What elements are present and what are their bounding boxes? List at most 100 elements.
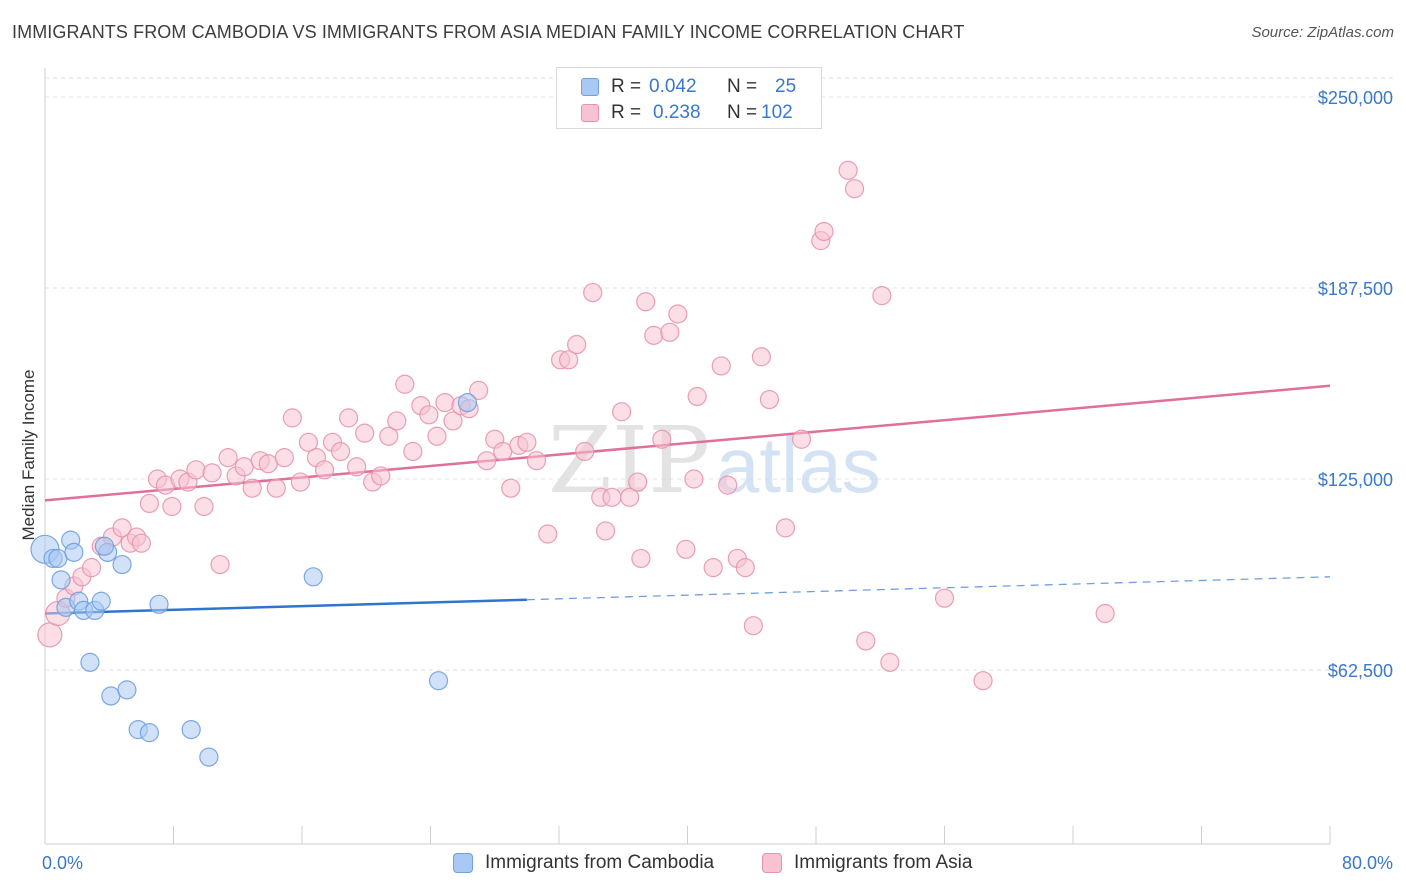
r-value: 0.042 — [649, 76, 697, 97]
asia-point — [395, 374, 415, 394]
asia-point — [880, 652, 900, 672]
r-value: 0.238 — [653, 102, 701, 123]
cambodia-point — [428, 671, 449, 691]
asia-point — [838, 160, 858, 180]
asia-point — [1095, 603, 1115, 624]
stats-legend: R = 0.042 N = 25 R = 0.238 N = 102 — [556, 67, 822, 129]
asia-point — [684, 469, 704, 489]
n-value: 25 — [775, 76, 797, 97]
asia-point — [791, 429, 812, 449]
asia-point — [973, 671, 993, 691]
asia-point — [493, 441, 513, 462]
asia-point — [636, 292, 656, 312]
cambodia-point — [457, 393, 478, 413]
asia-point — [355, 423, 375, 443]
asia-point — [668, 304, 688, 324]
asia-point — [687, 386, 707, 407]
asia-point — [298, 432, 319, 452]
cambodia-swatch — [581, 78, 599, 96]
asia-point — [735, 558, 755, 578]
asia-point — [379, 426, 399, 446]
asia-point — [583, 282, 603, 303]
asia-point — [282, 408, 302, 428]
asia-point — [567, 334, 587, 355]
asia-point — [612, 402, 632, 422]
cambodia-point — [94, 536, 115, 556]
asia-point — [258, 454, 278, 474]
asia-point — [186, 460, 206, 480]
asia-point — [501, 478, 521, 498]
asia-point — [676, 539, 696, 559]
asia-point — [775, 518, 796, 538]
asia-point — [338, 408, 359, 428]
asia-point — [347, 457, 367, 477]
y-tick-label: $250,000 — [1318, 88, 1393, 108]
asia-point — [711, 356, 731, 376]
cambodia-point — [117, 680, 137, 700]
asia-point — [934, 588, 955, 608]
asia-point — [526, 451, 547, 471]
legend-label-asia: Immigrants from Asia — [794, 852, 973, 873]
asia-point — [443, 411, 463, 431]
asia-point — [435, 393, 455, 413]
y-tick-label: $187,500 — [1318, 279, 1393, 299]
cambodia-point — [51, 570, 71, 590]
cambodia-point — [181, 719, 201, 740]
asia-point — [139, 493, 160, 514]
cambodia-point — [91, 591, 111, 611]
asia-point — [652, 429, 672, 449]
asia-point — [602, 487, 622, 507]
cambodia-point — [139, 723, 160, 743]
cambodia-point — [199, 747, 219, 767]
asia-swatch — [581, 104, 599, 122]
y-tick-labels: $62,500 $125,000 $187,500 $250,000 — [1318, 88, 1393, 681]
asia-point — [856, 631, 876, 651]
asia-point — [575, 441, 595, 462]
asia-point — [631, 548, 651, 569]
cambodia-point — [80, 652, 100, 672]
cambodia-trend-line — [44, 598, 527, 615]
asia-point — [274, 448, 294, 468]
y-axis-label: Median Family Income — [19, 369, 38, 540]
chart-title: IMMIGRANTS FROM CAMBODIA VS IMMIGRANTS F… — [12, 22, 965, 42]
asia-point — [419, 405, 439, 425]
asia-point — [194, 496, 214, 517]
asia-point — [759, 389, 780, 410]
asia-point — [427, 426, 447, 446]
asia-point — [131, 533, 151, 553]
asia-point — [538, 524, 558, 544]
asia-point — [595, 521, 616, 541]
series-legend: Immigrants from Cambodia Immigrants from… — [0, 852, 1406, 878]
r-label: R = — [611, 76, 642, 97]
asia-swatch — [762, 853, 782, 873]
cambodia-point — [303, 567, 323, 587]
x-tick-label-min: 0.0% — [42, 853, 83, 873]
asia-point — [234, 457, 254, 477]
asia-point — [210, 554, 230, 575]
asia-point — [628, 472, 648, 492]
asia-point — [81, 558, 102, 578]
asia-point — [517, 432, 537, 452]
asia-point — [112, 518, 132, 538]
cambodia-trend-extension — [526, 576, 1331, 601]
cambodia-point — [112, 554, 132, 575]
n-label: N = — [727, 102, 758, 123]
asia-point — [844, 179, 865, 199]
asia-point — [703, 558, 723, 578]
cambodia-point — [149, 594, 169, 614]
asia-point — [218, 448, 238, 468]
n-value: 102 — [761, 102, 793, 123]
n-label: N = — [727, 76, 758, 97]
asia-point — [290, 472, 310, 492]
asia-point — [387, 411, 407, 431]
asia-point — [477, 451, 497, 471]
asia-point — [660, 322, 680, 342]
asia-point — [242, 478, 262, 498]
asia-point — [620, 487, 640, 507]
r-label: R = — [611, 102, 642, 123]
asia-point — [872, 286, 892, 306]
asia-point — [469, 380, 489, 400]
y-tick-label: $62,500 — [1328, 661, 1393, 681]
asia-point — [559, 350, 579, 370]
asia-point — [371, 466, 391, 486]
